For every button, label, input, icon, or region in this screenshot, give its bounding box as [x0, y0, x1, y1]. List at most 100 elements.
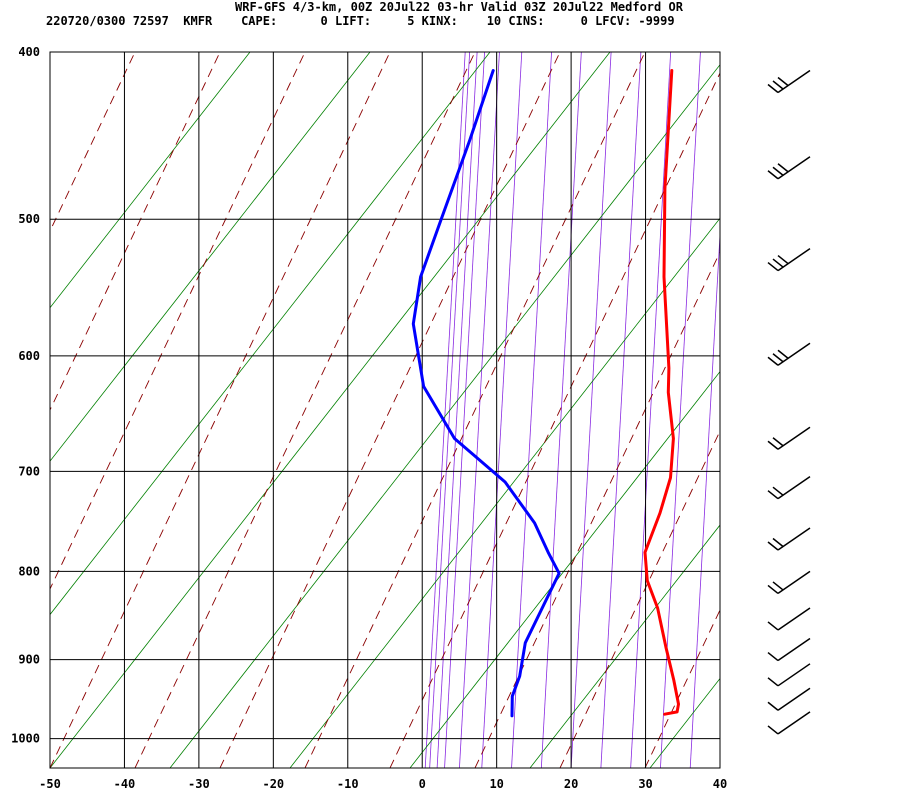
mixing-ratio-line	[436, 52, 478, 768]
x-axis-tick-labels: -50 -40 -30 -20 -10 0 10 20 30 40	[39, 777, 727, 791]
wind-barb	[767, 476, 811, 500]
wind-barb-flag	[767, 356, 779, 366]
dry-adiabat-line	[50, 52, 136, 233]
chart-header-line-2: 220720/0300 72597 KMFR CAPE: 0 LIFT: 5 K…	[46, 14, 675, 28]
wind-barb	[767, 527, 811, 551]
wind-barb-flag	[772, 437, 784, 447]
y-tick-label: 400	[18, 45, 40, 59]
moist-adiabat-line	[50, 52, 491, 616]
grid-lines	[49, 51, 721, 768]
plot-frame	[49, 51, 721, 769]
wind-barb-staff	[777, 570, 811, 595]
wind-barb-staff	[777, 156, 811, 180]
background-lines	[50, 52, 900, 768]
wind-barb-flag	[767, 621, 779, 631]
dry-adiabat-line	[389, 72, 720, 768]
mixing-ratio-line	[600, 52, 642, 768]
dry-adiabat-line	[134, 52, 476, 768]
wind-barb-staff	[777, 426, 811, 450]
wind-barb-flag	[767, 651, 779, 662]
wind-barb-staff	[777, 711, 811, 735]
y-tick-label: 800	[18, 564, 40, 578]
dry-adiabat-line	[559, 430, 720, 768]
mixing-ratio-line	[570, 52, 612, 768]
wind-barb	[767, 687, 811, 711]
wind-barb-flag	[767, 725, 779, 735]
mixing-ratio-line	[540, 52, 582, 768]
wind-barb-staff	[777, 247, 811, 272]
wind-barb-staff	[777, 527, 811, 551]
wind-barb-flag	[767, 677, 779, 687]
mixing-ratio-line	[459, 52, 500, 768]
mixing-ratio-line	[719, 760, 720, 768]
wind-barb-flag	[777, 349, 789, 359]
moist-adiabat-line	[50, 52, 371, 462]
mixing-ratio-line	[424, 52, 466, 768]
wind-barb-staff	[777, 687, 811, 711]
moist-adiabat-line	[409, 370, 720, 768]
wind-barb	[767, 663, 811, 687]
wind-barb-flag	[777, 163, 789, 173]
wind-barb-flag	[772, 353, 784, 363]
mixing-ratio-line	[481, 52, 523, 768]
wind-barb-flag	[767, 83, 779, 94]
wind-barb-flag	[772, 258, 784, 268]
y-tick-label: 900	[18, 653, 40, 667]
chart-header-line-1: WRF-GFS 4/3-km, 00Z 20Jul22 03-hr Valid …	[235, 0, 683, 14]
wind-barb-flag	[772, 537, 784, 548]
x-tick-label: -30	[188, 777, 210, 791]
wind-barb-flag	[767, 440, 779, 450]
moist-adiabat-line	[529, 524, 720, 768]
mixing-ratio-line	[689, 227, 720, 768]
x-tick-label: 30	[638, 777, 652, 791]
mixing-ratio-line	[511, 52, 552, 768]
wind-barb-flag	[767, 490, 779, 500]
wind-barb-flag	[772, 166, 784, 176]
moist-adiabat-line	[770, 52, 900, 768]
dry-adiabat-line	[50, 52, 391, 768]
y-tick-label: 600	[18, 349, 40, 363]
x-tick-label: -20	[262, 777, 284, 791]
dry-adiabat-line	[50, 52, 306, 591]
wind-barb-flag	[777, 255, 789, 265]
sounding-curves	[411, 69, 680, 718]
wind-barb-flag	[767, 701, 779, 711]
wind-barb-staff	[777, 342, 811, 366]
wind-barb-flag	[767, 262, 779, 272]
x-tick-label: 10	[489, 777, 503, 791]
wind-barb-flag	[767, 584, 779, 594]
wind-barb	[767, 156, 811, 180]
moist-adiabat-line	[649, 677, 720, 768]
wind-barb	[767, 69, 811, 94]
wind-barb-flag	[777, 76, 789, 87]
moist-adiabat-line	[289, 217, 720, 768]
dry-adiabat-line	[219, 52, 561, 768]
temperature-curve	[643, 69, 680, 716]
y-tick-label: 1000	[11, 732, 40, 746]
wind-barb	[767, 607, 811, 631]
wind-barb	[767, 570, 811, 595]
wind-barb-staff	[777, 637, 811, 662]
x-tick-label: -10	[337, 777, 359, 791]
dewpoint-curve	[411, 69, 561, 718]
wind-barb-staff	[777, 69, 811, 94]
y-tick-label: 500	[18, 212, 40, 226]
wind-barb-staff	[777, 607, 811, 631]
dry-adiabat-line	[815, 52, 900, 768]
x-tick-label: 0	[419, 777, 426, 791]
wind-barb-flag	[772, 80, 784, 90]
wind-barb-flag	[767, 541, 779, 551]
dry-adiabat-line	[644, 609, 720, 768]
x-tick-label: 20	[564, 777, 578, 791]
y-axis-tick-labels: 400 500 600 700 800 900 1000	[11, 45, 40, 746]
moist-adiabat-line	[890, 52, 900, 768]
wind-barb	[767, 711, 811, 735]
wind-barb-staff	[777, 663, 811, 687]
wind-barb	[767, 426, 811, 450]
wind-barb	[767, 342, 811, 366]
moist-adiabat-line	[50, 52, 251, 309]
dry-adiabat-line	[304, 52, 646, 768]
moist-adiabat-line	[169, 64, 720, 768]
x-tick-label: -50	[39, 777, 61, 791]
